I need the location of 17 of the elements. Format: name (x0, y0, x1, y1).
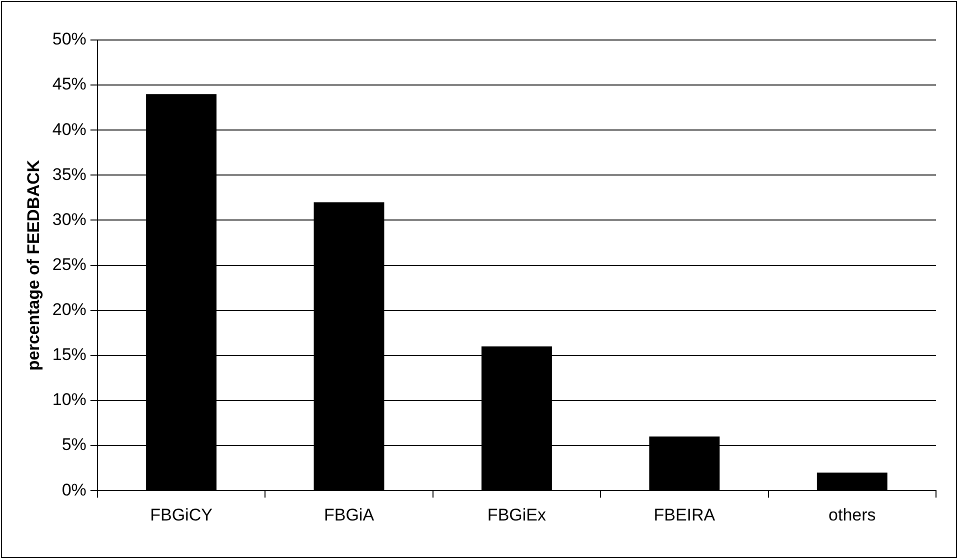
y-tick-label: 10% (52, 390, 86, 410)
y-tick-label: 5% (62, 435, 86, 454)
y-tick-label: 30% (52, 210, 86, 229)
y-tick-label: 35% (52, 164, 86, 184)
x-tick-label: FBEIRA (654, 505, 716, 524)
y-tick-label: 20% (52, 300, 86, 320)
y-tick-label: 25% (52, 254, 86, 274)
x-tick-label: FBGiEx (487, 505, 546, 524)
y-tick-label: 50% (52, 30, 86, 49)
y-tick-label: 15% (52, 345, 86, 364)
y-tick-label: 40% (52, 120, 86, 139)
x-tick-label: FBGiCY (150, 505, 212, 524)
y-axis-title: percentage of FEEDBACK (24, 159, 43, 371)
y-tick-label: 0% (62, 480, 86, 500)
x-tick-label: FBGiA (324, 505, 375, 524)
x-tick-label: others (828, 505, 876, 524)
y-tick-label: 45% (52, 74, 86, 94)
